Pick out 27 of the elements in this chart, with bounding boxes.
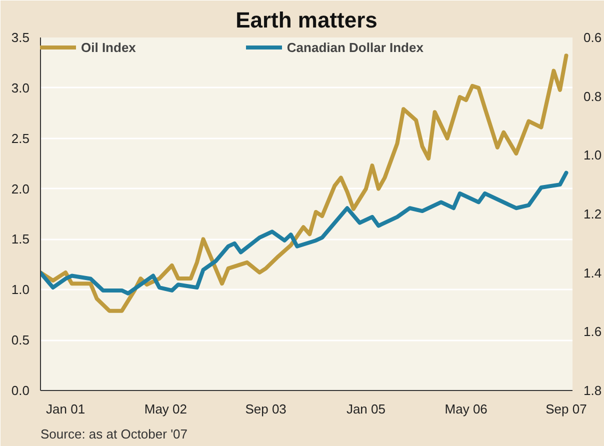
y-tick-label: 1.0 — [11, 282, 30, 298]
y2-tick-label: 0.6 — [584, 30, 602, 45]
y2-tick-label: 0.8 — [584, 88, 602, 104]
y2-tick-label: 1.6 — [584, 324, 602, 340]
y2-tick-label: 1.8 — [584, 383, 602, 398]
source-note: Source: as at October '07 — [40, 426, 188, 442]
chart-title: Earth matters — [236, 8, 378, 32]
x-tick-label: Sep 03 — [245, 402, 286, 416]
x-tick-label: Jan 01 — [46, 402, 86, 416]
y-tick-label: 0.0 — [11, 383, 30, 398]
x-tick-label: Jan 05 — [346, 402, 386, 416]
x-tick-label: May 06 — [444, 402, 488, 416]
y-tick-label: 1.5 — [11, 232, 30, 247]
y-tick-label: 3.0 — [11, 80, 30, 96]
y2-tick-label: 1.0 — [584, 148, 602, 163]
line-series — [40, 54, 568, 313]
x-tick-label: May 02 — [144, 402, 187, 416]
legend-label: Canadian Dollar Index — [286, 40, 424, 54]
line-series — [40, 170, 568, 296]
legend-label: Oil Index — [81, 40, 136, 54]
x-tick-label: Sep 07 — [546, 402, 587, 416]
y-tick-label: 3.5 — [11, 30, 30, 45]
y2-tick-label: 1.4 — [584, 265, 602, 280]
y2-tick-label: 1.2 — [584, 206, 602, 222]
y-tick-label: 0.5 — [11, 332, 30, 348]
y-tick-label: 2.5 — [11, 130, 30, 146]
y-tick-label: 2.0 — [11, 181, 30, 196]
